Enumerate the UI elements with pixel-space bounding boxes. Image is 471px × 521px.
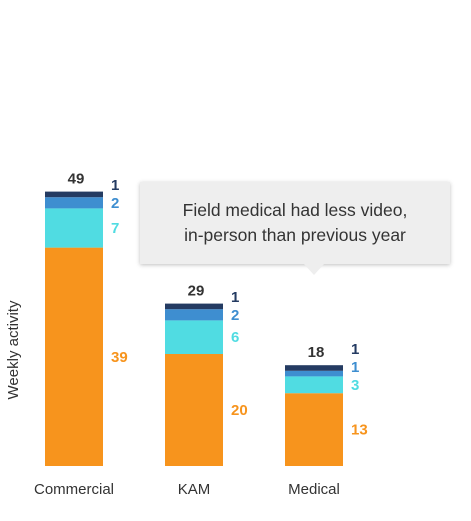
segment-label-commercial-2: 2 <box>111 195 119 212</box>
segment-label-kam-2: 2 <box>231 307 239 324</box>
segment-label-medical-3: 1 <box>351 341 359 358</box>
bar-segment-commercial-1 <box>45 208 103 248</box>
segment-label-commercial-3: 1 <box>111 177 119 194</box>
bar-segment-kam-0 <box>165 354 223 466</box>
total-label-kam: 29 <box>188 283 205 300</box>
category-label-kam: KAM <box>178 481 211 498</box>
bar-segment-medical-0 <box>285 393 343 466</box>
annotation-line-1: Field medical had less video, <box>182 200 408 220</box>
segment-label-kam-1: 6 <box>231 329 239 346</box>
total-label-commercial: 49 <box>68 171 85 188</box>
category-label-commercial: Commercial <box>34 481 114 498</box>
bar-segment-commercial-2 <box>45 197 103 209</box>
segment-label-medical-0: 13 <box>351 422 368 439</box>
bar-segment-kam-2 <box>165 309 223 321</box>
segment-label-medical-1: 3 <box>351 377 359 394</box>
segment-label-medical-2: 1 <box>351 359 359 376</box>
segment-label-commercial-0: 39 <box>111 349 128 366</box>
annotation-callout: Field medical had less video, in-person … <box>140 182 450 275</box>
bar-segment-kam-3 <box>165 303 223 310</box>
segment-label-kam-3: 1 <box>231 289 239 306</box>
annotation-box: Field medical had less video, in-person … <box>140 182 450 264</box>
bar-segment-medical-2 <box>285 370 343 377</box>
annotation-line-2: in-person than previous year <box>184 225 406 245</box>
total-label-medical: 18 <box>308 344 325 361</box>
bar-segment-commercial-0 <box>45 247 103 466</box>
bar-segment-kam-1 <box>165 320 223 354</box>
category-label-medical: Medical <box>288 481 340 498</box>
segment-label-kam-0: 20 <box>231 402 248 419</box>
annotation-text: Field medical had less video, in-person … <box>183 198 408 248</box>
annotation-pointer <box>304 264 324 275</box>
bar-segment-medical-3 <box>285 365 343 371</box>
bar-segment-commercial-3 <box>45 191 103 198</box>
bar-segment-medical-1 <box>285 376 343 394</box>
segment-label-commercial-1: 7 <box>111 220 119 237</box>
y-axis-label: Weekly activity <box>5 300 22 399</box>
